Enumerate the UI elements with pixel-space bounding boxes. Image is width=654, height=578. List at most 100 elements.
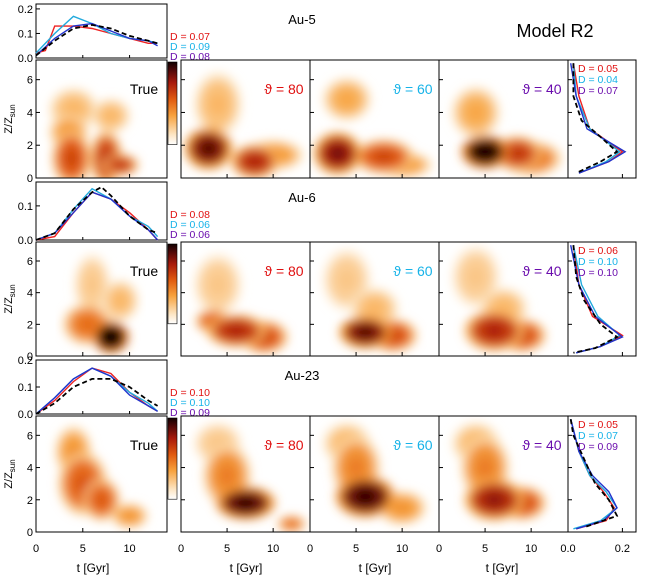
- right-d-value: D = 0.07: [578, 85, 618, 97]
- density-core: [85, 274, 99, 296]
- right-d-value: D = 0.07: [578, 430, 618, 442]
- y-axis-label-sub: sun: [8, 104, 17, 117]
- right-hist-line-true: [572, 245, 619, 354]
- density-core: [64, 148, 79, 168]
- density-panel-frame: [35, 59, 168, 179]
- panel-label: True: [130, 81, 158, 97]
- density-map: [63, 253, 139, 354]
- density-core: [373, 150, 395, 163]
- density-map: [193, 253, 288, 354]
- density-core: [467, 266, 485, 288]
- y-axis-label-sub: sun: [8, 459, 17, 472]
- density-core: [113, 161, 127, 169]
- x-tick-label: 0: [307, 543, 313, 555]
- hist-x-tick-label: 0.2: [615, 543, 630, 555]
- y-tick-label: 0.0: [18, 53, 33, 65]
- right-d-value: D = 0.10: [578, 256, 618, 268]
- density-core: [476, 456, 494, 479]
- y-tick-label: 6: [27, 75, 33, 87]
- top-d-value: D = 0.10: [170, 387, 210, 399]
- top-hist-line-true: [35, 377, 159, 415]
- y-tick-label: 4: [27, 463, 33, 475]
- right-d-value: D = 0.04: [578, 74, 618, 86]
- chart-title: Model R2: [516, 21, 593, 41]
- y-tick-label: 0: [27, 527, 33, 539]
- right-hist-line-true: [569, 419, 619, 529]
- row-name: Au-23: [285, 368, 320, 383]
- density-core: [79, 317, 96, 332]
- y-tick-label: 2: [27, 319, 33, 331]
- top-hist-line-theta40: [35, 367, 158, 415]
- y-tick-label: 6: [27, 430, 33, 442]
- row-name: Au-6: [288, 190, 315, 205]
- colorbar: [167, 417, 178, 500]
- right-d-value: D = 0.09: [578, 441, 618, 453]
- top-hist-line-theta80: [35, 25, 158, 54]
- density-core: [483, 323, 505, 338]
- top-d-value: D = 0.08: [170, 209, 210, 221]
- panel-label: ϑ = 80: [264, 263, 303, 279]
- x-tick-label: 5: [482, 543, 488, 555]
- density-blobs: [322, 249, 417, 352]
- density-core: [356, 326, 375, 338]
- x-tick-label: 10: [525, 543, 537, 555]
- density-core: [509, 147, 526, 160]
- x-tick-label: 0: [436, 543, 442, 555]
- panel-label: ϑ = 40: [522, 437, 561, 453]
- y-axis-label: Z/Zsun: [3, 104, 17, 133]
- right-hist-frame: [567, 59, 637, 179]
- density-core: [483, 492, 505, 508]
- density-map: [322, 422, 427, 525]
- y-axis-label: Z/Zsun: [3, 284, 17, 313]
- density-core: [286, 521, 297, 527]
- density-core: [209, 93, 227, 116]
- x-axis-label: t [Gyr]: [230, 561, 263, 575]
- right-d-value: D = 0.06: [578, 245, 618, 257]
- right-hist-frame: [567, 241, 637, 357]
- density-core: [104, 331, 118, 343]
- panel-label: ϑ = 80: [264, 81, 303, 97]
- density-panel-frame: [35, 415, 168, 533]
- density-blobs: [184, 72, 304, 178]
- y-tick-label: 6: [27, 256, 33, 268]
- density-map: [451, 86, 562, 176]
- density-blobs: [55, 426, 148, 529]
- x-tick-label: 5: [353, 543, 359, 555]
- y-tick-label: 2: [27, 140, 33, 152]
- x-tick-label: 5: [80, 543, 86, 555]
- density-core: [393, 502, 411, 514]
- y-tick-label: 4: [27, 107, 33, 119]
- panel-label: ϑ = 60: [393, 263, 432, 279]
- density-core: [366, 301, 383, 316]
- density-core: [338, 269, 356, 291]
- y-tick-label: 4: [27, 288, 33, 300]
- density-core: [123, 511, 136, 521]
- x-tick-label: 10: [267, 543, 279, 555]
- density-blobs: [451, 245, 546, 352]
- density-map: [55, 426, 148, 529]
- density-core: [65, 101, 82, 117]
- density-blobs: [63, 253, 139, 354]
- y-tick-label: 0.2: [18, 4, 33, 16]
- top-hist-frame: [35, 359, 168, 415]
- y-axis-label-sub: sun: [8, 284, 17, 297]
- y-tick-label: 0.1: [18, 382, 33, 394]
- x-axis-label: t [Gyr]: [77, 561, 110, 575]
- density-blobs: [451, 86, 562, 176]
- row-name: Au-5: [288, 12, 315, 27]
- colorbar: [167, 61, 178, 145]
- x-tick-label: 5: [224, 543, 230, 555]
- y-tick-label: 0.0: [18, 409, 33, 421]
- density-core: [354, 489, 376, 504]
- x-axis-label: t [Gyr]: [359, 561, 392, 575]
- density-core: [329, 146, 346, 161]
- density-core: [209, 274, 227, 296]
- density-blobs: [322, 422, 427, 525]
- density-core: [104, 109, 118, 122]
- y-tick-label: 0.1: [18, 201, 33, 213]
- top-d-value: D = 0.10: [170, 397, 210, 409]
- density-map: [451, 245, 546, 352]
- right-hist-line-true: [572, 63, 619, 174]
- y-tick-label: 0.2: [18, 355, 33, 367]
- panel-label: ϑ = 40: [522, 81, 561, 97]
